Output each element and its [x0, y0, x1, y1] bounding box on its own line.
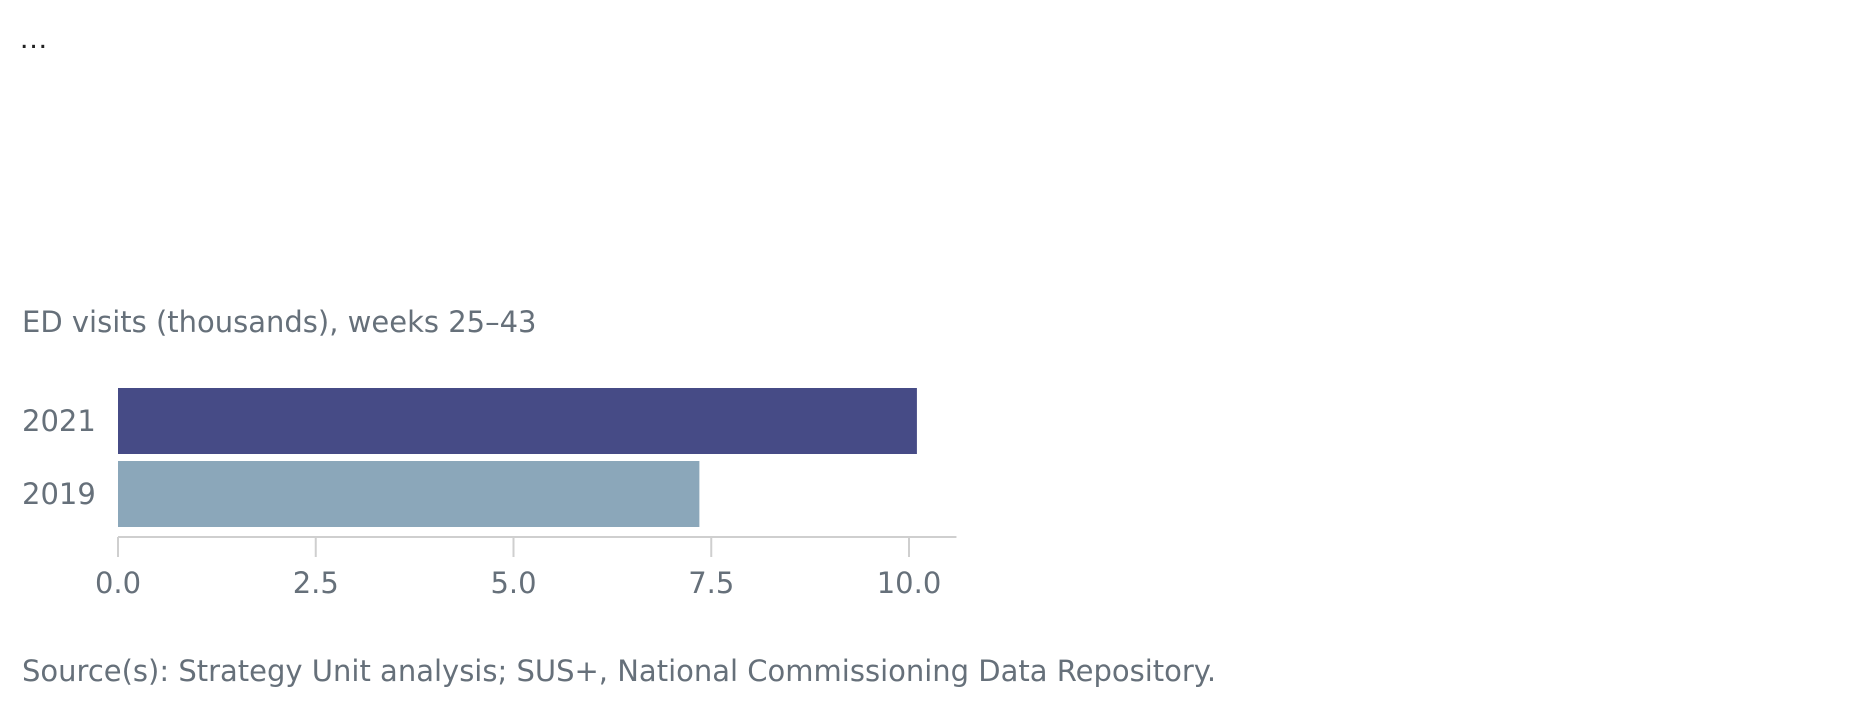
- category-labels: 2021 2019: [22, 404, 96, 511]
- x-tick-label: 2.5: [293, 566, 339, 600]
- bar-2021: [118, 388, 917, 454]
- x-tick-label: 0.0: [95, 566, 141, 600]
- source-note: Source(s): Strategy Unit analysis; SUS+,…: [22, 654, 1216, 688]
- x-tick-label: 10.0: [877, 566, 942, 600]
- x-tick-label: 7.5: [688, 566, 734, 600]
- bar-2019: [118, 461, 700, 527]
- x-axis-ticks: 0.0 2.5 5.0 7.5 10.0: [95, 537, 941, 600]
- category-label-2021: 2021: [22, 404, 96, 438]
- bars-group: [118, 388, 917, 527]
- x-tick-label: 5.0: [490, 566, 536, 600]
- axis-title: ED visits (thousands), weeks 25–43: [22, 305, 537, 339]
- category-label-2019: 2019: [22, 477, 96, 511]
- more-options-icon[interactable]: ...: [20, 22, 49, 55]
